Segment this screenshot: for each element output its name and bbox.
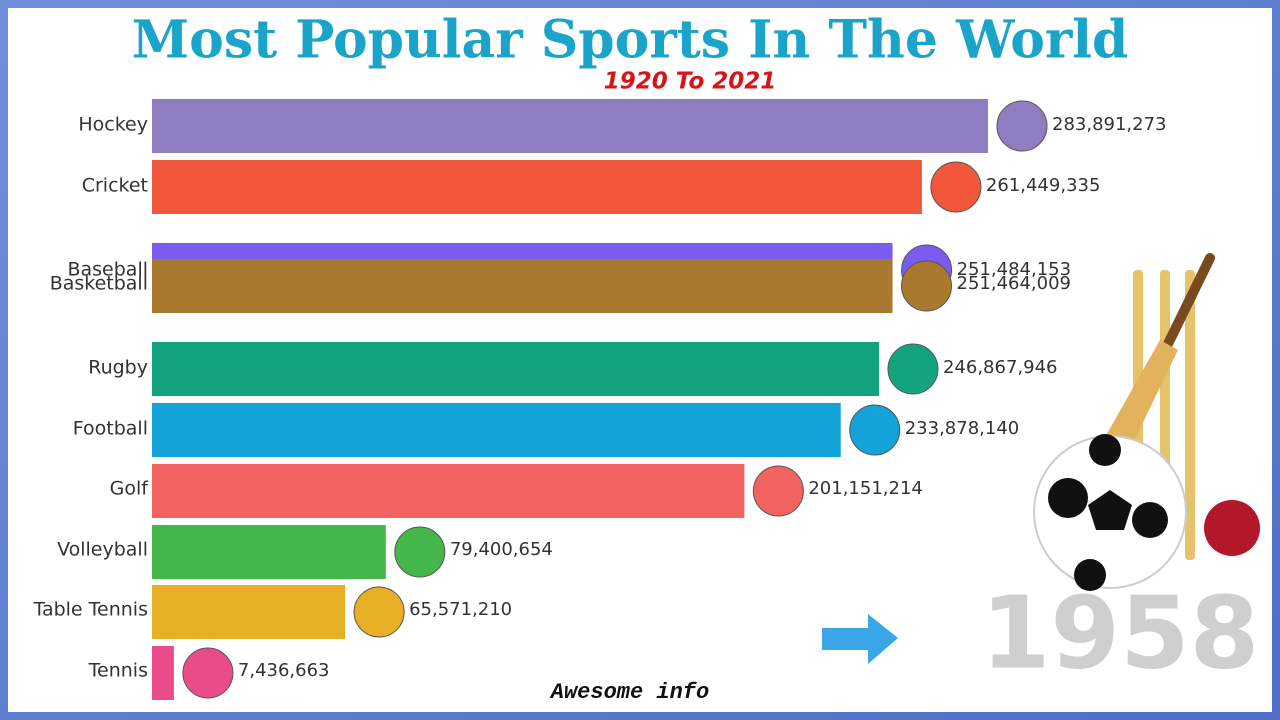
category-label: Basketball [50,273,148,295]
category-label: Hockey [78,114,148,136]
category-label: Tennis [88,660,148,682]
chart-subtitle: 1920 To 2021 [604,69,777,95]
ball-icon [901,260,953,312]
category-label: Baseball [67,259,148,281]
ball-icon [394,526,446,578]
arrow [822,614,898,664]
category-label: Football [73,418,148,440]
bar [152,259,893,313]
value-label: 261,449,335 [986,175,1101,196]
value-label: 201,151,214 [808,478,923,499]
ball-icon [353,586,405,638]
category-label: Table Tennis [32,599,148,621]
bar [152,403,841,457]
value-label: 251,464,009 [957,273,1072,294]
value-label: 251,484,153 [957,259,1072,280]
ball-icon [930,161,982,213]
bar [152,342,879,396]
value-label: 233,878,140 [905,418,1020,439]
bar [152,646,174,700]
value-label: 7,436,663 [238,660,330,681]
value-label: 79,400,654 [450,539,553,560]
bar [152,160,922,214]
bar [152,99,988,153]
ball-icon [996,100,1048,152]
bar [152,525,386,579]
value-label: 283,891,273 [1052,114,1167,135]
category-label: Volleyball [57,539,148,561]
category-label: Rugby [88,357,148,379]
value-label: 65,571,210 [409,599,512,620]
ball-icon [887,343,939,395]
chart-title: Most Popular Sports In The World [132,10,1129,71]
ball-icon [752,465,804,517]
decoration [1033,253,1260,591]
value-label: 246,867,946 [943,357,1058,378]
year-label: 1958 [981,574,1259,691]
category-label: Golf [110,478,150,500]
footer: Awesome info [549,680,709,705]
ball-icon [849,404,901,456]
bar [152,464,745,518]
ball-icon [182,647,234,699]
bar [152,585,346,639]
category-label: Cricket [82,175,148,197]
